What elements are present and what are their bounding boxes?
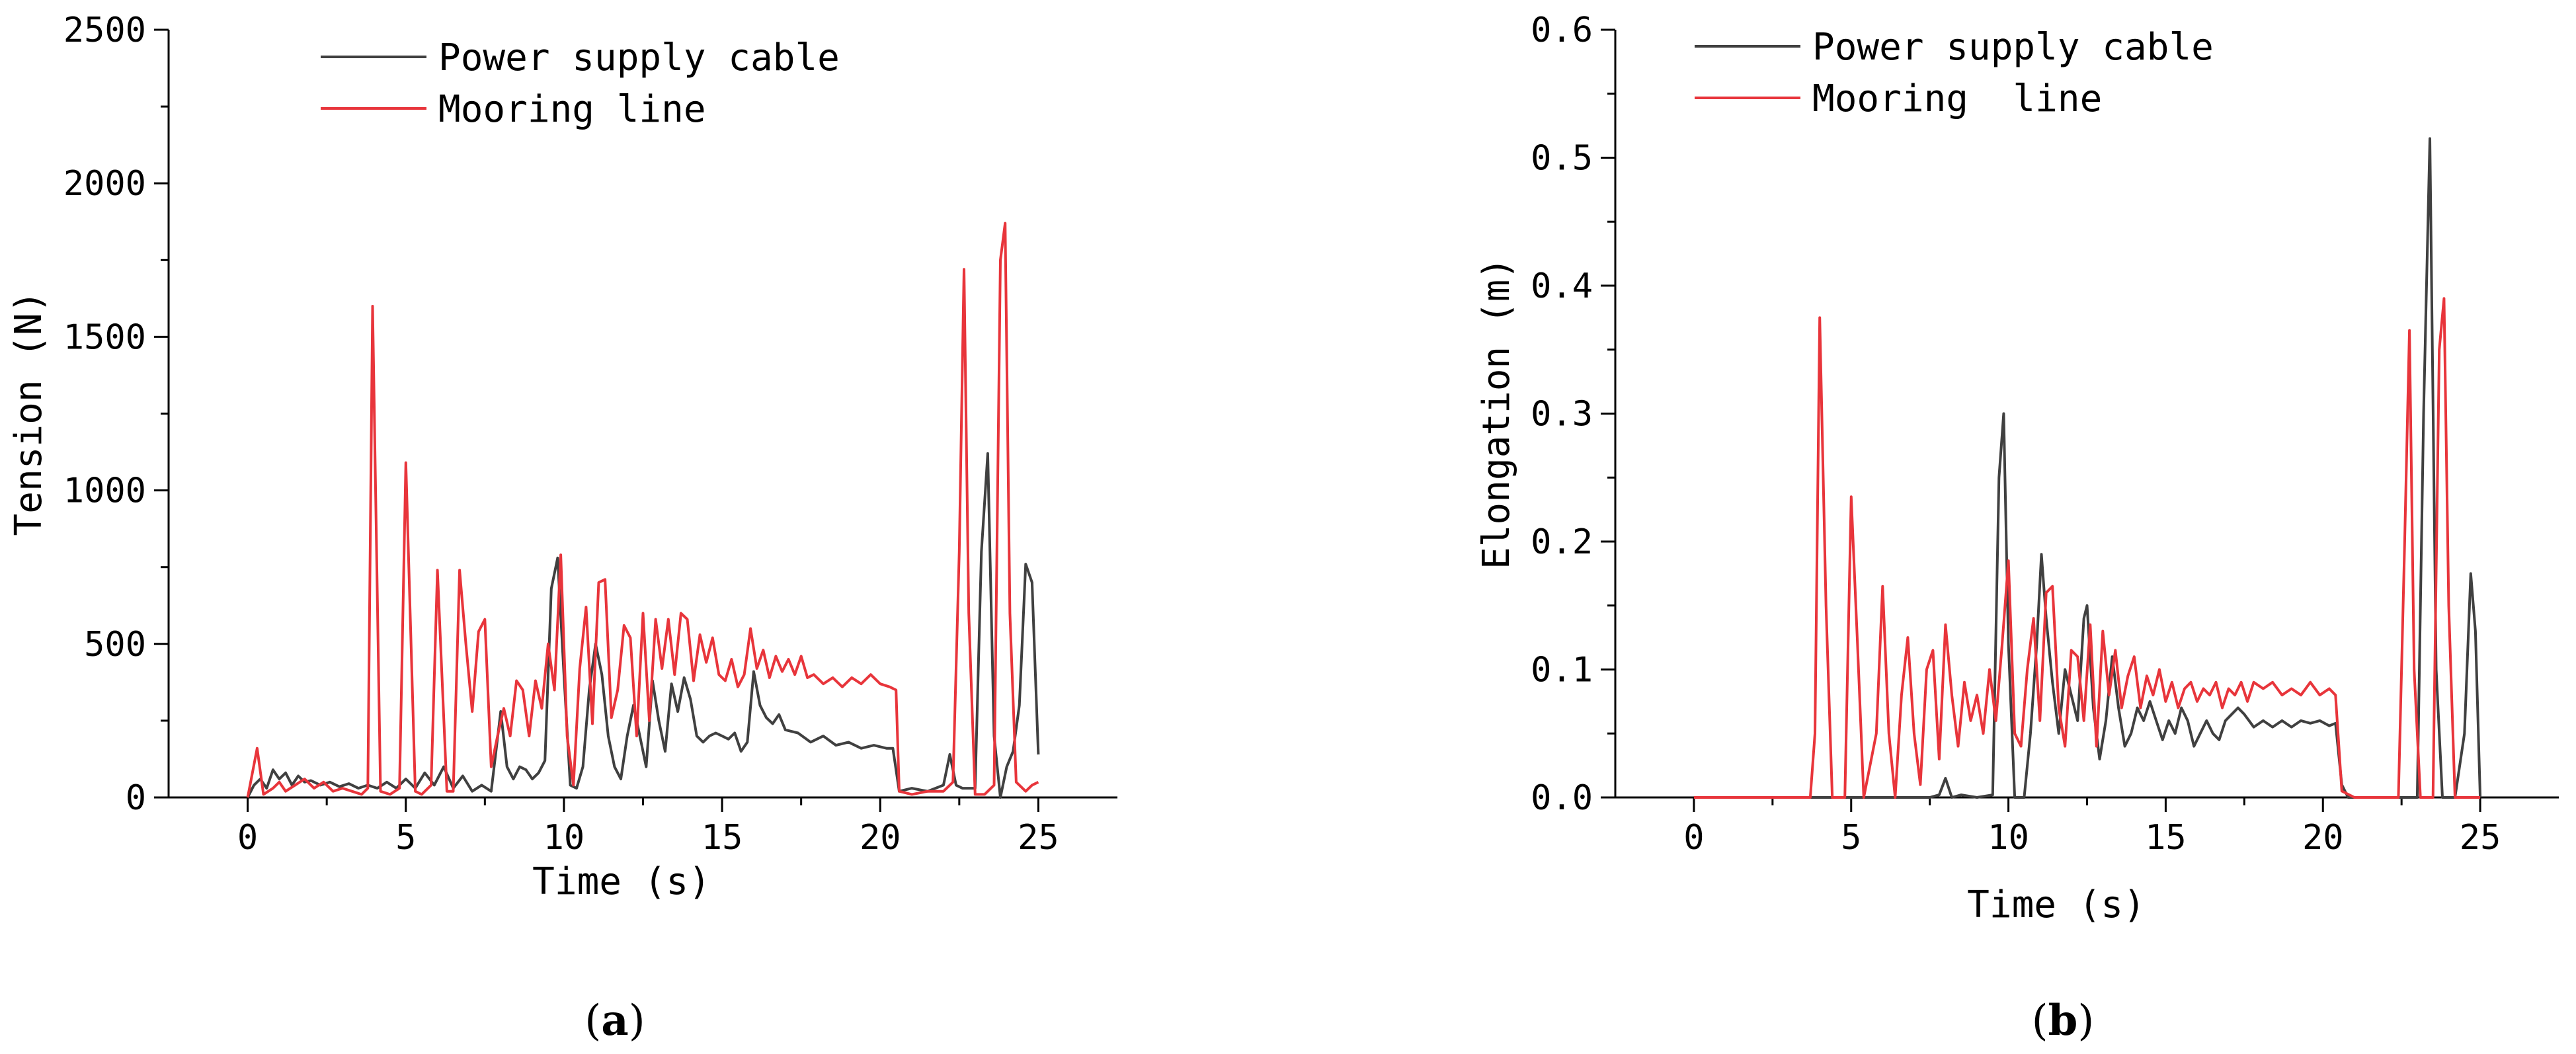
y-axis-label: Tension (N) [7, 291, 50, 536]
panel-a-tension-chart: 0 5 10 15 20 25 0 500 1000 1500 2000 2500 Power sup… [7, 11, 1117, 1045]
x-tick-label: 25 [1018, 818, 1059, 858]
x-tick-label: 0 [237, 818, 258, 858]
legend-label-power-supply-cable: Power supply cable [1812, 26, 2214, 69]
legend-label-power-supply-cable: Power supply cable [438, 36, 840, 79]
y-tick-label: 0.1 [1531, 651, 1593, 690]
y-axis-label: Elongation (m) [1475, 257, 1518, 569]
y-tick-label: 2500 [63, 11, 146, 50]
x-tick-label: 15 [2145, 818, 2187, 858]
x-tick-label: 20 [860, 818, 901, 858]
panel-b-elongation-chart: 0 5 10 15 20 25 0.0 0.1 0.2 0.3 0.4 0.5 0.6 Power su… [1475, 11, 2559, 1045]
y-tick-label: 0.4 [1531, 266, 1593, 306]
y-tick-label: 0.0 [1531, 778, 1593, 818]
y-tick-label: 0 [126, 778, 146, 818]
x-tick-label: 20 [2302, 818, 2344, 858]
x-tick-label: 5 [395, 818, 416, 858]
y-tick-label: 1000 [63, 471, 146, 511]
x-axis-label: Time (s) [1967, 883, 2146, 926]
panel-label-letter: a [601, 996, 628, 1045]
x-tick-label: 25 [2460, 818, 2501, 858]
x-tick-label: 0 [1683, 818, 1704, 858]
panel-b-legend: Power supply cable Mooring line [1695, 26, 2214, 120]
y-tick-label: 1500 [63, 317, 146, 357]
panel-b-axes: 0 5 10 15 20 25 0.0 0.1 0.2 0.3 0.4 0.5 0.6 [1531, 11, 2559, 858]
x-tick-label: 15 [702, 818, 743, 858]
y-tick-label: 0.3 [1531, 395, 1593, 434]
series-line-mooring-line [246, 222, 1039, 798]
panel-a-axes: 0 5 10 15 20 25 0 500 1000 1500 2000 2500 [63, 11, 1117, 858]
legend-label-mooring-line: Mooring line [1812, 77, 2102, 120]
panel-label-b: (b) [2032, 996, 2095, 1045]
panel-a-series [246, 222, 1040, 799]
series-line-power-supply-cable [1693, 137, 2482, 799]
series-line-mooring-line [1693, 297, 2481, 799]
panel-label-a: (a) [584, 996, 645, 1045]
y-tick-label: 0.5 [1531, 139, 1593, 179]
panel-a-legend: Power supply cable Mooring line [321, 36, 840, 131]
x-tick-label: 10 [1988, 818, 2029, 858]
panel-label-letter: b [2048, 996, 2078, 1045]
x-tick-label: 10 [543, 818, 585, 858]
x-tick-label: 5 [1841, 818, 1861, 858]
y-tick-label: 2000 [63, 164, 146, 204]
y-tick-label: 0.6 [1531, 11, 1593, 50]
y-tick-label: 0.2 [1531, 522, 1593, 562]
y-tick-label: 500 [84, 625, 146, 665]
panel-b-series [1693, 137, 2482, 799]
x-axis-label: Time (s) [532, 860, 711, 903]
legend-label-mooring-line: Mooring line [438, 88, 706, 131]
